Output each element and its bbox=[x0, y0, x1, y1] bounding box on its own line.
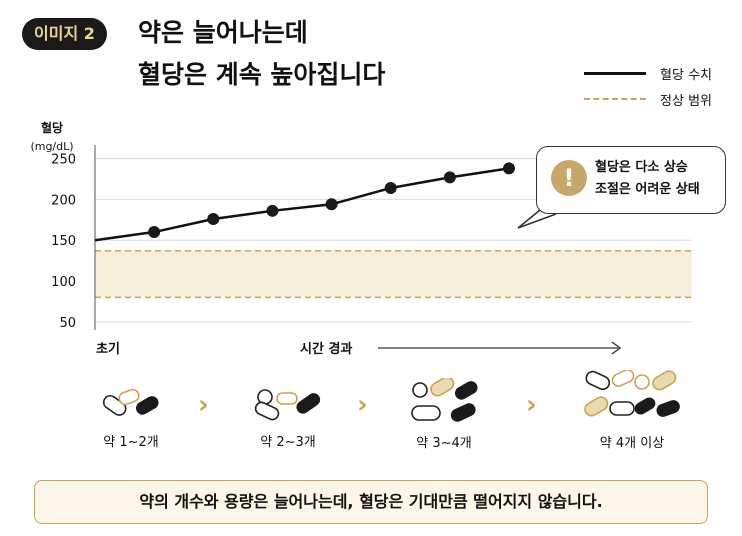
stage-label: 약 2~3개 bbox=[260, 435, 316, 450]
data-point bbox=[384, 181, 397, 194]
data-point bbox=[443, 171, 456, 184]
legend-solid-label: 혈당 수치 bbox=[660, 67, 712, 83]
callout-line-1: 혈당은 다소 상승 bbox=[595, 160, 688, 175]
title-line-1: 약은 늘어나는데 bbox=[138, 18, 308, 47]
legend-solid-line bbox=[584, 71, 647, 75]
chevron-right-icon: › bbox=[526, 390, 537, 420]
y-axis-label: 혈당 bbox=[41, 120, 63, 135]
legend-dashed-label: 정상 범위 bbox=[660, 93, 712, 109]
arrow-right-icon bbox=[611, 341, 622, 355]
y-tick-label: 200 bbox=[51, 193, 76, 208]
x-label-start: 초기 bbox=[96, 342, 120, 357]
pills-icon bbox=[102, 388, 159, 416]
data-point bbox=[503, 162, 515, 175]
chart-legend: 혈당 수치 정상 범위 bbox=[584, 60, 712, 112]
chevron-right-icon: › bbox=[357, 390, 368, 420]
data-point bbox=[325, 198, 338, 211]
pills-icon bbox=[584, 370, 680, 417]
legend-dashed-line bbox=[584, 98, 647, 100]
title-line-2: 혈당은 계속 높아집니다 bbox=[138, 60, 386, 89]
blood-sugar-line bbox=[94, 167, 510, 242]
chevron-right-icon: › bbox=[198, 390, 209, 420]
y-tick-label: 150 bbox=[51, 234, 76, 249]
stage-label: 약 1~2개 bbox=[103, 435, 159, 450]
blood-sugar-chart: 혈당 (mg/dL)250 200 150 100 50 초기 시간 경과 bbox=[30, 120, 692, 357]
normal-range-band bbox=[95, 250, 692, 298]
x-axis-label: 시간 경과 bbox=[300, 341, 352, 357]
y-tick-label: 100 bbox=[51, 275, 76, 290]
callout-pointer bbox=[517, 209, 557, 229]
y-axis-unit: (mg/dL) bbox=[30, 140, 73, 153]
y-tick-label: 50 bbox=[59, 316, 76, 331]
data-point bbox=[207, 212, 220, 225]
callout-line-2: 조절은 어려운 상태 bbox=[595, 182, 700, 197]
y-tick-label: 250 bbox=[51, 153, 76, 168]
pills-icon bbox=[411, 378, 478, 422]
legend-item-solid: 혈당 수치 bbox=[584, 60, 712, 86]
stage-4: 약 4개 이상 bbox=[580, 370, 684, 451]
exclamation-icon: ! bbox=[551, 160, 587, 196]
callout-text: 혈당은 다소 상승 조절은 어려운 상태 bbox=[595, 157, 700, 201]
stage-label: 약 4개 이상 bbox=[599, 436, 665, 451]
page-title: 약은 늘어나는데 혈당은 계속 높아집니다 bbox=[138, 12, 385, 96]
stage-1: 약 1~2개 bbox=[96, 385, 166, 450]
bottom-message: 약의 개수와 용량은 늘어나는데, 혈당은 기대만큼 떨어지지 않습니다. bbox=[34, 480, 708, 524]
legend-item-dashed: 정상 범위 bbox=[584, 86, 712, 112]
stage-3: 약 3~4개 bbox=[404, 378, 484, 451]
stage-2: 약 2~3개 bbox=[248, 385, 328, 450]
stage-label: 약 3~4개 bbox=[416, 436, 472, 451]
data-point bbox=[148, 226, 161, 239]
callout-box: ! 혈당은 다소 상승 조절은 어려운 상태 bbox=[536, 146, 726, 214]
image-badge: 이미지 2 bbox=[22, 18, 107, 50]
data-point bbox=[266, 204, 279, 217]
pills-icon bbox=[254, 389, 321, 421]
